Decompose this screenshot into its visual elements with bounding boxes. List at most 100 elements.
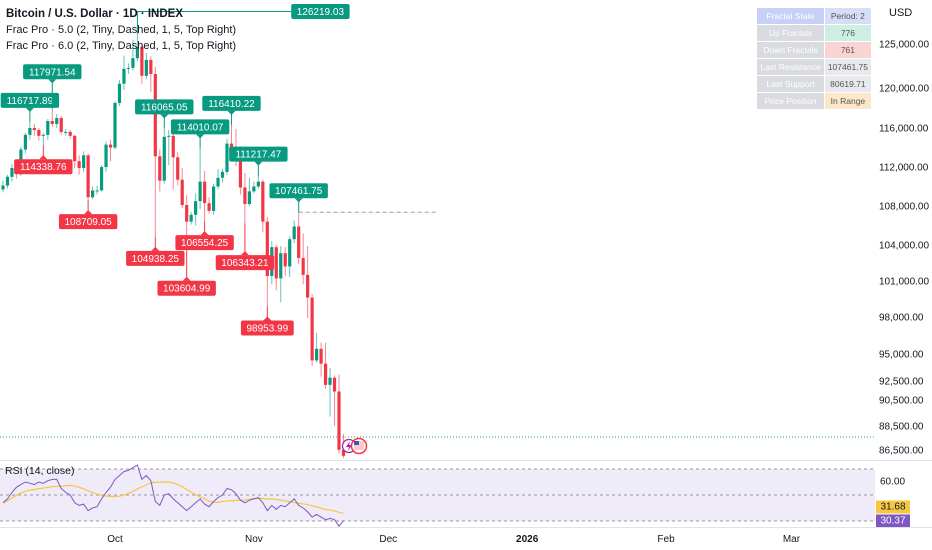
candle[interactable] [189, 211, 193, 225]
candle[interactable] [279, 246, 283, 303]
candle[interactable] [149, 56, 153, 92]
candle[interactable] [198, 148, 202, 209]
candle[interactable] [135, 34, 139, 61]
fractal-price-text: 117971.54 [29, 67, 76, 78]
candle[interactable] [23, 132, 27, 154]
down-fractal-label[interactable]: 103604.99 [157, 250, 216, 296]
candle[interactable] [50, 109, 54, 127]
candle[interactable] [28, 121, 32, 140]
down-fractal-label[interactable]: 106343.21 [215, 223, 275, 271]
candle[interactable] [288, 236, 292, 278]
candle[interactable] [158, 149, 162, 192]
candle[interactable] [274, 245, 278, 291]
candle[interactable] [5, 174, 10, 189]
candle[interactable] [261, 179, 265, 233]
candle[interactable] [82, 151, 86, 172]
candle[interactable] [225, 138, 229, 175]
time-tick-label: Nov [244, 534, 263, 545]
candle[interactable] [113, 101, 117, 150]
candle[interactable] [306, 246, 310, 318]
candle[interactable] [117, 80, 122, 106]
time-axis[interactable]: Oct Nov Dec 2026 Feb Mar [0, 527, 875, 550]
candle[interactable] [41, 132, 45, 146]
candle[interactable] [171, 131, 175, 190]
candle[interactable] [131, 39, 135, 71]
candle[interactable] [220, 168, 225, 183]
pane-divider[interactable] [0, 460, 932, 461]
candle[interactable] [180, 168, 184, 208]
candle[interactable] [10, 164, 14, 182]
table-row-label: Down Fractals [756, 41, 825, 59]
candle[interactable] [310, 294, 314, 366]
candle[interactable] [297, 212, 301, 264]
down-fractal-label[interactable]: 98953.99 [240, 306, 294, 336]
candle[interactable] [108, 139, 113, 162]
currency-label[interactable]: USD [889, 7, 913, 19]
candle[interactable] [283, 247, 287, 276]
candle[interactable] [32, 124, 36, 136]
candle[interactable] [301, 233, 305, 285]
down-fractal-label[interactable]: 104938.25 [126, 236, 185, 266]
candle[interactable] [55, 114, 59, 128]
price-axis[interactable]: 125,000.00 120,000.00 116,000.00 112,000.00… [875, 0, 932, 527]
up-fractal-label[interactable]: 114010.07 [170, 119, 230, 149]
rsi-chart[interactable] [0, 461, 875, 527]
candle[interactable] [194, 193, 198, 226]
candle[interactable] [1, 180, 5, 193]
candle[interactable] [144, 52, 148, 80]
candle[interactable] [59, 116, 63, 135]
candle[interactable] [122, 55, 126, 90]
down-fractal-label[interactable]: 106554.25 [175, 221, 234, 251]
candle[interactable] [319, 342, 323, 377]
down-fractal-label[interactable]: 114338.76 [14, 145, 73, 175]
candle[interactable] [203, 170, 207, 222]
candle[interactable] [229, 124, 234, 150]
candle[interactable] [323, 342, 328, 389]
up-fractal-label[interactable]: 116717.89 [0, 92, 60, 122]
candle[interactable] [46, 119, 50, 140]
down-fractal-label[interactable]: 108709.05 [58, 200, 118, 230]
candle-body [337, 391, 341, 450]
candle[interactable] [68, 129, 72, 139]
candle[interactable] [332, 375, 337, 426]
candle[interactable] [216, 168, 220, 190]
candle[interactable] [167, 129, 171, 166]
candle[interactable] [77, 155, 81, 175]
up-fractal-label[interactable]: 117971.54 [23, 64, 82, 110]
event-markers[interactable] [341, 437, 368, 455]
candle[interactable] [176, 152, 180, 186]
price-chart[interactable]: 116717.89 117971.54 114338.76 108709.05 1262… [0, 0, 875, 460]
candle[interactable] [73, 134, 77, 168]
candle[interactable] [315, 332, 319, 363]
candle[interactable] [95, 185, 99, 195]
symbol-title[interactable]: Bitcoin / U.S. Dollar · 1D · INDEX [6, 8, 183, 20]
candle-body [104, 144, 108, 168]
candle[interactable] [126, 63, 131, 75]
candle[interactable] [243, 172, 247, 224]
candle[interactable] [211, 183, 216, 215]
candle[interactable] [252, 181, 256, 194]
candle[interactable] [86, 153, 90, 201]
candle[interactable] [37, 128, 41, 141]
up-fractal-label[interactable]: 116410.22 [202, 95, 261, 125]
candle[interactable] [104, 141, 108, 172]
indicator-legend-2[interactable]: Frac Pro · 6.0 (2, Tiny, Dashed, 1, 5, T… [6, 40, 237, 52]
indicator-legend-1[interactable]: Frac Pro · 5.0 (2, Tiny, Dashed, 1, 5, T… [6, 24, 237, 36]
up-fractal-label[interactable]: 126219.03 [136, 4, 350, 35]
candle[interactable] [162, 128, 166, 184]
rsi-title[interactable]: RSI (14, close) [5, 465, 75, 477]
candle[interactable] [328, 367, 332, 417]
up-fractal-label[interactable]: 116065.05 [135, 99, 194, 129]
candle[interactable] [337, 374, 341, 454]
candle[interactable] [91, 186, 95, 200]
candle[interactable] [292, 220, 296, 244]
candle[interactable] [207, 197, 211, 214]
up-fractal-label[interactable]: 111217.47 [229, 146, 288, 176]
candle[interactable] [99, 165, 104, 192]
candle[interactable] [64, 129, 68, 136]
candle[interactable] [256, 175, 260, 189]
candle[interactable] [153, 67, 157, 237]
up-fractal-label[interactable]: 107461.75 [269, 183, 328, 213]
candle[interactable] [247, 177, 251, 207]
candle[interactable] [140, 44, 144, 84]
